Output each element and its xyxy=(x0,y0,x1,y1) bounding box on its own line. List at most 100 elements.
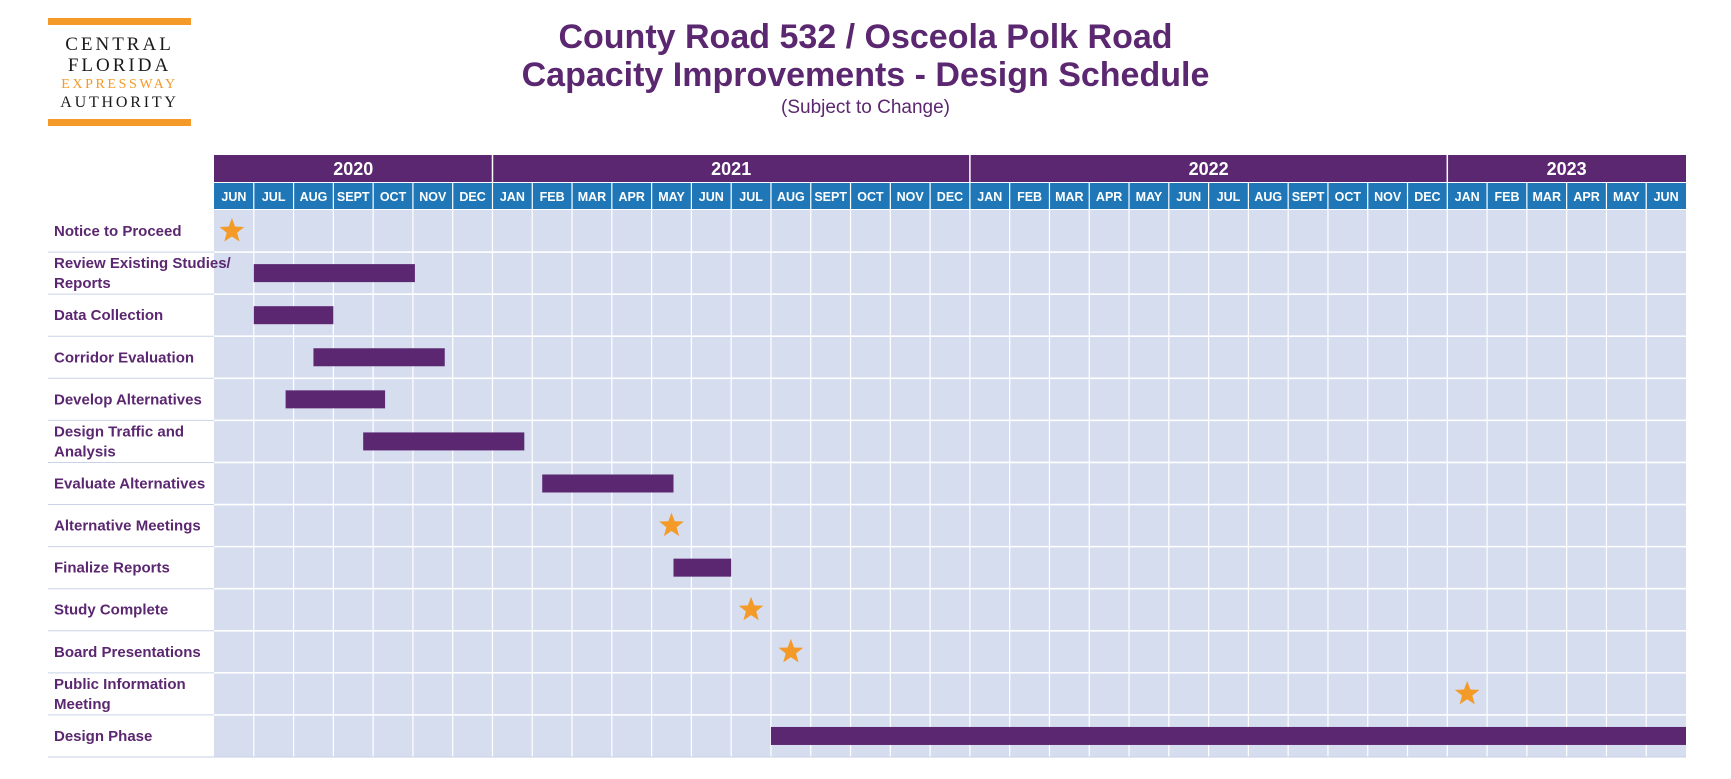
title-block: County Road 532 / Osceola Polk Road Capa… xyxy=(0,18,1731,120)
year-header-cell xyxy=(214,155,493,182)
month-header-cell xyxy=(930,183,970,209)
month-label: AUG xyxy=(1254,190,1282,204)
month-label: SEPT xyxy=(337,190,370,204)
task-label: Reports xyxy=(54,275,111,292)
task-bar xyxy=(253,306,334,325)
task-bar xyxy=(673,558,732,577)
month-header-cell xyxy=(770,183,811,209)
month-header-cell xyxy=(572,183,612,209)
month-header-cell xyxy=(1049,183,1090,209)
month-label: AUG xyxy=(300,190,328,204)
logo-line-4: AUTHORITY xyxy=(60,94,179,111)
task-bar xyxy=(313,348,445,367)
milestone-star-icon xyxy=(219,218,245,242)
task-label: Design Traffic and xyxy=(54,423,184,440)
month-label: OCT xyxy=(857,190,884,204)
month-label: FEB xyxy=(1494,190,1519,204)
month-label: MAR xyxy=(578,190,606,204)
month-label: JUN xyxy=(221,190,246,204)
month-label: MAY xyxy=(1136,190,1163,204)
month-label: SEPT xyxy=(1292,190,1325,204)
logo-line-3: EXPRESSWAY xyxy=(61,77,178,92)
month-label: JUL xyxy=(739,190,763,204)
month-label: MAR xyxy=(1533,190,1561,204)
task-label: Develop Alternatives xyxy=(54,391,202,408)
month-label: APR xyxy=(1573,190,1599,204)
month-label: JUN xyxy=(699,190,724,204)
month-header-cell xyxy=(850,183,891,209)
month-header-cell xyxy=(214,183,254,209)
task-label: Review Existing Studies/ xyxy=(54,255,232,272)
month-label: APR xyxy=(619,190,645,204)
month-label: OCT xyxy=(1335,190,1362,204)
month-header-cell xyxy=(731,183,771,209)
page-title-line-2: Capacity Improvements - Design Schedule xyxy=(521,56,1210,94)
month-label: AUG xyxy=(777,190,805,204)
grid-background xyxy=(214,210,1686,757)
year-label: 2023 xyxy=(1547,159,1587,179)
milestone-star-icon xyxy=(778,638,804,663)
month-header-cell xyxy=(1487,183,1527,209)
month-label: SEPT xyxy=(814,190,847,204)
month-header-cell xyxy=(1208,183,1249,209)
month-header-cell xyxy=(492,183,533,209)
month-label: JUN xyxy=(1176,190,1201,204)
year-label: 2022 xyxy=(1189,159,1229,179)
logo-line-2: FLORIDA xyxy=(67,55,172,76)
task-bar xyxy=(363,432,525,451)
task-label: Finalize Reports xyxy=(54,560,170,577)
month-header-cell xyxy=(1288,183,1328,209)
month-label: APR xyxy=(1096,190,1122,204)
month-header-cell xyxy=(1009,183,1050,209)
task-label: Meeting xyxy=(54,696,111,713)
milestone-star-icon xyxy=(1454,680,1480,705)
milestone-star-icon xyxy=(738,596,764,621)
month-header-cell xyxy=(1526,183,1567,209)
month-header-cell xyxy=(1367,183,1408,209)
task-label: Study Complete xyxy=(54,602,168,619)
task-label: Design Phase xyxy=(54,728,152,745)
month-header-cell xyxy=(293,183,334,209)
year-label: 2020 xyxy=(333,159,373,179)
month-header-cell xyxy=(1566,183,1607,209)
month-header-cell xyxy=(373,183,413,209)
month-header-cell xyxy=(412,183,453,209)
month-header-cell xyxy=(969,183,1010,209)
month-header-cell xyxy=(1327,183,1368,209)
month-label: JAN xyxy=(977,190,1002,204)
task-label: Notice to Proceed xyxy=(54,223,182,240)
month-header-cell xyxy=(1646,183,1686,209)
logo-bottom-bar xyxy=(48,119,191,126)
month-label: JUL xyxy=(262,190,286,204)
month-label: FEB xyxy=(540,190,565,204)
month-header-cell xyxy=(810,183,851,209)
month-header-cell xyxy=(253,183,294,209)
task-bar xyxy=(285,390,386,409)
milestone-star-icon xyxy=(659,512,684,537)
month-header-cell xyxy=(1168,183,1209,209)
month-header-cell xyxy=(1089,183,1130,209)
month-header-cell xyxy=(1606,183,1647,209)
month-label: NOV xyxy=(419,190,447,204)
task-bar xyxy=(770,726,1686,745)
task-label: Board Presentations xyxy=(54,644,201,661)
month-header-cell xyxy=(890,183,931,209)
month-header-cell xyxy=(691,183,732,209)
year-header-cell xyxy=(969,155,1448,182)
month-label: JAN xyxy=(1455,190,1480,204)
task-label: Public Information xyxy=(54,676,186,693)
month-label: MAY xyxy=(658,190,685,204)
page-subtitle: (Subject to Change) xyxy=(781,97,950,118)
month-header-cell xyxy=(333,183,374,209)
year-header-cell xyxy=(1447,155,1686,182)
month-header-cell xyxy=(611,183,652,209)
task-bar xyxy=(253,264,415,283)
month-label: DEC xyxy=(1414,190,1440,204)
cfx-logo: CENTRAL FLORIDA EXPRESSWAY AUTHORITY xyxy=(48,18,191,126)
month-label: JUL xyxy=(1217,190,1241,204)
month-label: FEB xyxy=(1017,190,1042,204)
month-header-cell xyxy=(1407,183,1448,209)
year-header-cell xyxy=(492,155,970,182)
month-label: DEC xyxy=(937,190,963,204)
